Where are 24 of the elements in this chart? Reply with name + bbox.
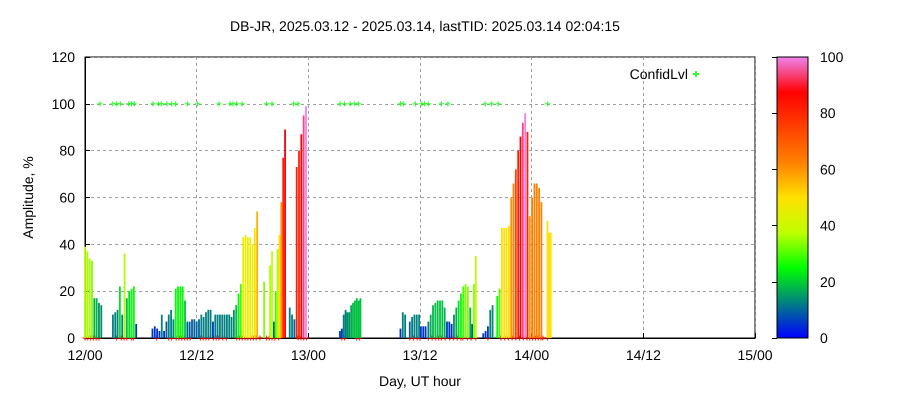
x-tick-label: 15/00 — [737, 347, 773, 363]
x-tick-label: 14/00 — [514, 347, 550, 363]
y-tick-label: 80 — [59, 142, 76, 159]
chart-title: DB-JR, 2025.03.12 - 2025.03.14, lastTID: 2025.03.14 02:04:15 — [230, 18, 620, 34]
y-tick-label: 100 — [52, 96, 76, 112]
legend-label: ConfidLvl — [630, 66, 688, 82]
x-tick-label: 13/00 — [290, 347, 326, 363]
color-bar-label: 100 — [820, 49, 844, 65]
y-tick-label: 0 — [67, 330, 76, 346]
x-tick-label: 14/12 — [626, 347, 662, 363]
color-bar-label: 80 — [820, 105, 836, 122]
y-tick-label: 20 — [59, 283, 76, 300]
y-tick-label: 40 — [59, 236, 76, 252]
y-axis-title: Amplitude, % — [20, 156, 36, 239]
x-tick-label: 12/00 — [67, 347, 103, 363]
color-bar-label: 40 — [820, 218, 836, 234]
x-axis-title: Day, UT hour — [379, 373, 462, 389]
x-tick-label: 13/12 — [402, 347, 438, 363]
color-bar-label: 60 — [820, 161, 836, 178]
color-bar-label: 0 — [820, 330, 828, 346]
color-bar-label: 20 — [820, 274, 836, 290]
y-tick-label: 120 — [52, 49, 76, 65]
y-tick-label: 60 — [59, 190, 76, 206]
x-tick-label: 12/12 — [179, 347, 214, 363]
